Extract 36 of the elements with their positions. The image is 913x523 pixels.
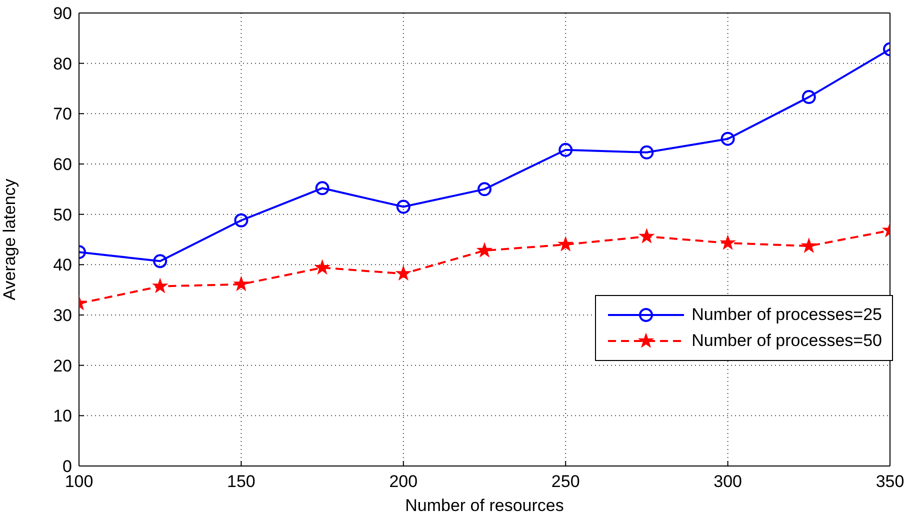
point (640, 228, 654, 243)
y-tick-label: 80 (53, 54, 72, 74)
point (315, 260, 330, 274)
x-tick-label: 300 (714, 472, 742, 492)
x-tick-label: 200 (389, 472, 418, 492)
point (315, 181, 330, 196)
y-tick-label: 50 (53, 205, 72, 224)
y-tick-label: 70 (53, 104, 72, 124)
x-tick-label: 350 (876, 472, 904, 492)
point (720, 236, 735, 250)
point (234, 213, 248, 228)
y-tick-label: 10 (53, 406, 72, 426)
x-axis-title: Number of resources (405, 496, 564, 515)
point (802, 238, 816, 252)
point (234, 276, 248, 290)
point (558, 142, 573, 157)
point (720, 132, 735, 146)
point (396, 200, 410, 214)
legend-label: Number of processes=25 (692, 305, 882, 325)
x-tick-label: 150 (227, 472, 256, 492)
point (152, 278, 168, 292)
y-tick-label: 90 (53, 4, 72, 24)
y-tick-label: 60 (53, 155, 72, 174)
point (478, 182, 492, 196)
y-axis-title: Average latency (0, 178, 20, 300)
point (477, 243, 492, 257)
point (153, 254, 168, 268)
point (396, 266, 411, 280)
point (802, 90, 816, 104)
y-tick-label: 20 (53, 356, 72, 376)
legend-label: Number of processes=50 (692, 331, 882, 351)
y-tick-label: 40 (53, 256, 72, 275)
point (640, 145, 654, 160)
y-tick-label: 30 (53, 306, 72, 326)
point (558, 237, 573, 251)
x-tick-label: 250 (551, 472, 580, 492)
